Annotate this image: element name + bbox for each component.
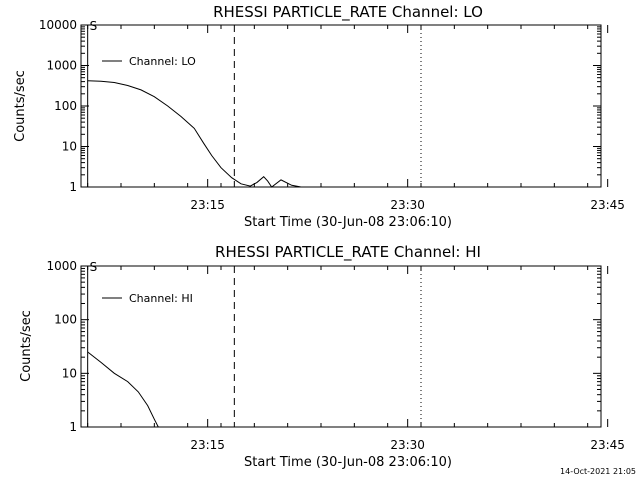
event-marker-label: S [90,19,98,33]
legend-label: Channel: LO [129,55,196,68]
y-tick-label: 100 [54,99,77,113]
series-line [87,80,302,188]
y-tick-label: 1 [69,420,77,434]
y-tick-label: 100 [54,313,77,327]
event-markers: SES [87,19,422,187]
series-line [87,351,159,428]
panel-lo: RHESSI PARTICLE_RATE Channel: LO Start T… [13,3,625,230]
data-series [87,80,302,188]
y-tick-label: 10 [62,366,77,380]
y-tick-label: 10000 [39,18,77,32]
panel-hi: RHESSI PARTICLE_RATE Channel: HI Start T… [19,243,625,470]
x-tick-label: 23:30 [390,198,425,212]
data-series [87,351,159,428]
y-axis-label: Counts/sec [13,70,28,142]
x-axis-label: Start Time (30-Jun-08 23:06:10) [244,215,452,230]
y-tick-label: 10 [62,140,77,154]
y-axis-ticks: 1 10 100 1000 [46,259,601,434]
chart-title: RHESSI PARTICLE_RATE Channel: HI [215,243,481,262]
y-tick-label: 1000 [46,259,77,273]
y-tick-label: 1000 [46,59,77,73]
x-tick-label: 23:15 [190,198,225,212]
x-tick-label: 23:15 [190,438,225,452]
y-axis-label: Counts/sec [19,310,34,382]
x-tick-label: 23:45 [590,438,625,452]
event-markers: SES [87,260,422,427]
footer-timestamp: 14-Oct-2021 21:05 [560,467,636,476]
y-axis-ticks: 1 10 100 1000 10000 [39,18,601,194]
chart-title: RHESSI PARTICLE_RATE Channel: LO [213,3,483,22]
plot-frame [80,265,602,428]
x-axis-label: Start Time (30-Jun-08 23:06:10) [244,455,452,470]
plot-frame [80,24,602,188]
x-tick-label: 23:45 [590,198,625,212]
event-marker-label: S [90,260,98,274]
x-tick-label: 23:30 [390,438,425,452]
y-tick-label: 1 [69,180,77,194]
legend-label: Channel: HI [129,292,193,305]
